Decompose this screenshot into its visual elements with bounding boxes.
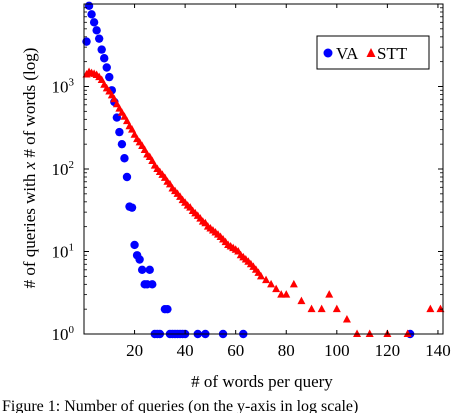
x-axis-label: # of words per query	[191, 372, 333, 391]
y-axis-label: # of queries with x # of words (log)	[20, 48, 39, 289]
x-tick-label: 120	[375, 341, 401, 360]
stt-point	[289, 279, 298, 288]
stt-point	[128, 125, 137, 133]
x-axis-ticks: 20 40 60 80 100 120 140	[126, 4, 451, 360]
va-point	[130, 240, 139, 250]
va-point	[145, 265, 154, 275]
legend: VA STT	[316, 35, 430, 70]
va-point	[135, 255, 144, 264]
va-point	[89, 18, 99, 27]
y-tick-label: 102	[52, 159, 75, 179]
series-stt-points	[82, 67, 445, 337]
stt-point	[365, 329, 374, 337]
stt-point	[353, 329, 362, 337]
va-point	[92, 26, 101, 35]
va-point	[137, 265, 147, 275]
stt-point	[256, 271, 265, 280]
stt-point	[317, 304, 326, 313]
stt-point	[403, 329, 412, 337]
x-tick-label: 20	[126, 341, 143, 360]
y-tick-label: 103	[52, 77, 75, 97]
stt-point	[262, 275, 271, 284]
x-tick-label: 80	[278, 341, 295, 360]
stt-point	[307, 304, 316, 313]
stt-point	[436, 304, 445, 313]
va-point	[84, 1, 94, 11]
va-point	[97, 45, 106, 54]
stt-point	[332, 304, 341, 313]
va-point	[148, 280, 157, 289]
va-point	[115, 127, 124, 137]
stt-point	[342, 314, 351, 323]
y-axis-ticks: 100 101 102 103	[52, 7, 443, 344]
stt-point	[426, 304, 435, 313]
va-point	[127, 203, 137, 212]
va-point	[120, 154, 129, 163]
y-tick-label: 100	[52, 324, 75, 344]
x-tick-label: 140	[425, 341, 451, 360]
legend-va-marker	[323, 48, 333, 58]
stt-point	[122, 116, 131, 125]
legend-stt-marker	[366, 48, 376, 57]
legend-va-label: VA	[336, 44, 359, 63]
va-point	[102, 63, 111, 72]
va-point	[163, 304, 172, 314]
figure-caption: Figure 1: Number of queries (on the y-ax…	[2, 398, 358, 413]
va-point	[87, 10, 96, 19]
stt-point	[97, 75, 106, 83]
stt-point	[325, 290, 334, 298]
va-point	[100, 54, 109, 63]
x-tick-label: 60	[227, 341, 244, 360]
stt-point	[282, 290, 291, 298]
stt-point	[110, 94, 119, 103]
stt-point	[277, 290, 286, 298]
stt-point	[272, 284, 281, 293]
va-point	[117, 139, 127, 149]
stt-point	[297, 296, 306, 305]
va-point	[122, 172, 132, 182]
va-point	[94, 34, 104, 43]
stt-point	[267, 279, 276, 288]
legend-stt-label: STT	[377, 44, 408, 63]
va-point	[105, 72, 114, 82]
x-tick-label: 40	[177, 341, 194, 360]
y-tick-label: 101	[52, 242, 75, 262]
x-tick-label: 100	[324, 341, 350, 360]
